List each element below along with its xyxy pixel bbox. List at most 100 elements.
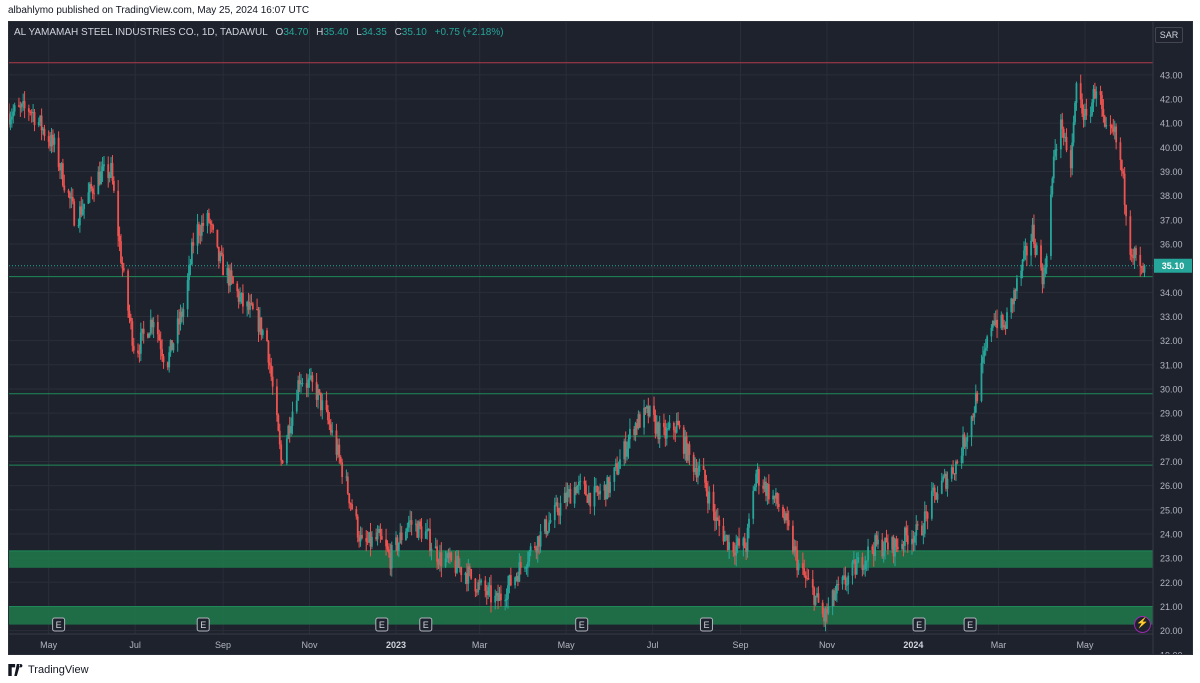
candle-body [932, 487, 935, 491]
candle-body [457, 555, 460, 568]
candle-body [1092, 89, 1095, 103]
candle-body [756, 469, 759, 474]
candle-body [434, 546, 437, 549]
candle-body [871, 546, 874, 551]
candle-body [777, 503, 780, 507]
candle-body [10, 116, 13, 120]
candle-body [329, 424, 332, 433]
candle-body [617, 468, 620, 475]
candle-body [874, 535, 877, 556]
candle-body [525, 567, 528, 569]
candle-body [1061, 119, 1064, 129]
footer: TradingView [8, 662, 89, 678]
candle-body [1050, 194, 1052, 256]
candle-body [569, 489, 572, 504]
candle-body [111, 163, 114, 181]
candle-body [73, 201, 76, 226]
candle-body [430, 548, 433, 552]
candle-body [227, 268, 230, 286]
candle-body [1000, 315, 1003, 329]
candle-body [259, 317, 261, 332]
candle-body [444, 558, 447, 567]
candle-body [400, 532, 403, 541]
candle-body [458, 567, 461, 569]
candle-body [52, 134, 54, 145]
candle-body [712, 491, 715, 512]
candle-body [763, 481, 766, 489]
candle-body [1093, 89, 1096, 99]
candle-body [186, 280, 189, 310]
candle-body [1004, 325, 1007, 329]
candle-body [405, 531, 407, 541]
candle-body [464, 573, 467, 576]
chart-svg[interactable]: E E E E E E E E 19.00 20.00 21.00 22.00 23.00 24.00 2… [9, 22, 1193, 655]
candle-body [429, 528, 431, 552]
lightning-icon[interactable]: ⚡ [1134, 616, 1151, 633]
candle-body [1112, 128, 1115, 132]
earnings-marker [912, 617, 926, 632]
y-tick-label: 24.00 [1160, 529, 1183, 539]
candle-body [1054, 149, 1057, 157]
brand-name: TradingView [28, 664, 89, 676]
candle-body [1084, 108, 1086, 120]
candle-body [138, 352, 141, 354]
candle-body [1042, 273, 1045, 285]
y-tick-label: 20.00 [1160, 626, 1183, 636]
candle-body [414, 523, 417, 525]
candle-body [251, 303, 254, 310]
candle-body [369, 532, 372, 547]
candle-body [732, 542, 735, 553]
currency-badge[interactable]: SAR [1155, 27, 1183, 43]
candle-body [624, 441, 627, 457]
candle-body [555, 502, 558, 505]
candle-body [468, 566, 471, 569]
candle-body [1010, 298, 1013, 313]
candle-body [1109, 124, 1112, 126]
chart-pane[interactable]: E E E E E E E E 19.00 20.00 21.00 22.00 23.00 24.00 2… [8, 21, 1193, 655]
candle-body [575, 487, 577, 494]
candle-body [594, 486, 597, 488]
candle-body [240, 292, 243, 297]
candle-body [371, 536, 373, 547]
candle-body [118, 235, 121, 242]
candle-body [816, 593, 818, 596]
earnings-marker-label: E [916, 620, 922, 630]
candle-body [962, 434, 964, 456]
candle-body [586, 495, 589, 503]
candle-body [250, 303, 253, 305]
candle-body [568, 489, 570, 492]
candle-body [515, 576, 518, 578]
candle-body [813, 587, 816, 605]
candle-body [266, 330, 268, 342]
candle-body [490, 585, 492, 603]
candle-body [440, 552, 443, 567]
candle-body [396, 537, 399, 551]
candle-body [37, 122, 40, 126]
candle-body [98, 171, 101, 185]
candle-body [646, 406, 648, 409]
candle-body [753, 487, 756, 491]
candle-body [891, 537, 894, 550]
candle-body [128, 310, 131, 318]
candle-body [694, 467, 697, 472]
candle-body [1125, 204, 1127, 217]
candle-body [986, 336, 989, 348]
candle-body [159, 340, 162, 350]
candle-body [236, 283, 239, 292]
candle-body [190, 242, 193, 265]
candle-body [674, 430, 677, 433]
candle-body [420, 526, 423, 539]
candle-body [833, 590, 835, 600]
earnings-marker [196, 617, 210, 632]
candle-body [356, 516, 359, 538]
candle-body [685, 436, 688, 461]
candle-body [538, 536, 541, 547]
candle-body [814, 595, 817, 605]
candle-body [202, 222, 205, 226]
candle-body [1020, 270, 1023, 279]
candle-body [77, 225, 80, 227]
candle-body [593, 486, 596, 507]
candle-body [315, 382, 318, 400]
candle-body [141, 328, 144, 333]
candle-body [811, 579, 814, 588]
